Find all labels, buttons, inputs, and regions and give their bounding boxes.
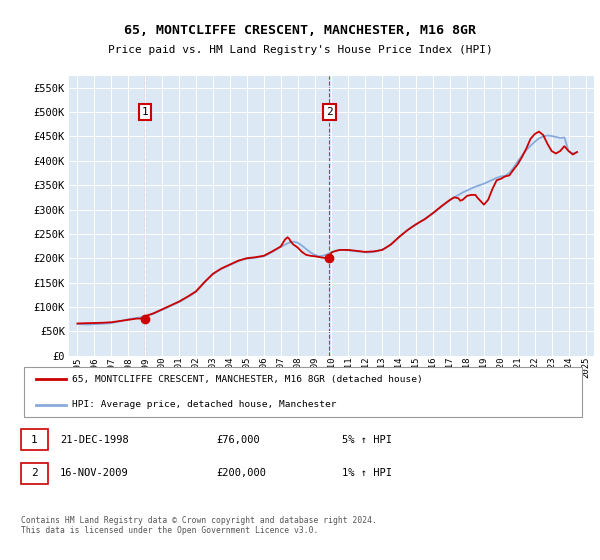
Text: 1% ↑ HPI: 1% ↑ HPI — [342, 468, 392, 478]
Text: HPI: Average price, detached house, Manchester: HPI: Average price, detached house, Manc… — [72, 400, 337, 409]
Text: 1: 1 — [142, 107, 148, 117]
Text: 2: 2 — [31, 468, 38, 478]
Text: Price paid vs. HM Land Registry's House Price Index (HPI): Price paid vs. HM Land Registry's House … — [107, 45, 493, 55]
Text: 2: 2 — [326, 107, 333, 117]
Text: 16-NOV-2009: 16-NOV-2009 — [60, 468, 129, 478]
Text: Contains HM Land Registry data © Crown copyright and database right 2024.
This d: Contains HM Land Registry data © Crown c… — [21, 516, 377, 535]
Text: 5% ↑ HPI: 5% ↑ HPI — [342, 435, 392, 445]
Text: 65, MONTCLIFFE CRESCENT, MANCHESTER, M16 8GR: 65, MONTCLIFFE CRESCENT, MANCHESTER, M16… — [124, 24, 476, 38]
Text: £200,000: £200,000 — [216, 468, 266, 478]
Text: 65, MONTCLIFFE CRESCENT, MANCHESTER, M16 8GR (detached house): 65, MONTCLIFFE CRESCENT, MANCHESTER, M16… — [72, 375, 423, 384]
Text: £76,000: £76,000 — [216, 435, 260, 445]
Text: 1: 1 — [31, 435, 38, 445]
Text: 21-DEC-1998: 21-DEC-1998 — [60, 435, 129, 445]
